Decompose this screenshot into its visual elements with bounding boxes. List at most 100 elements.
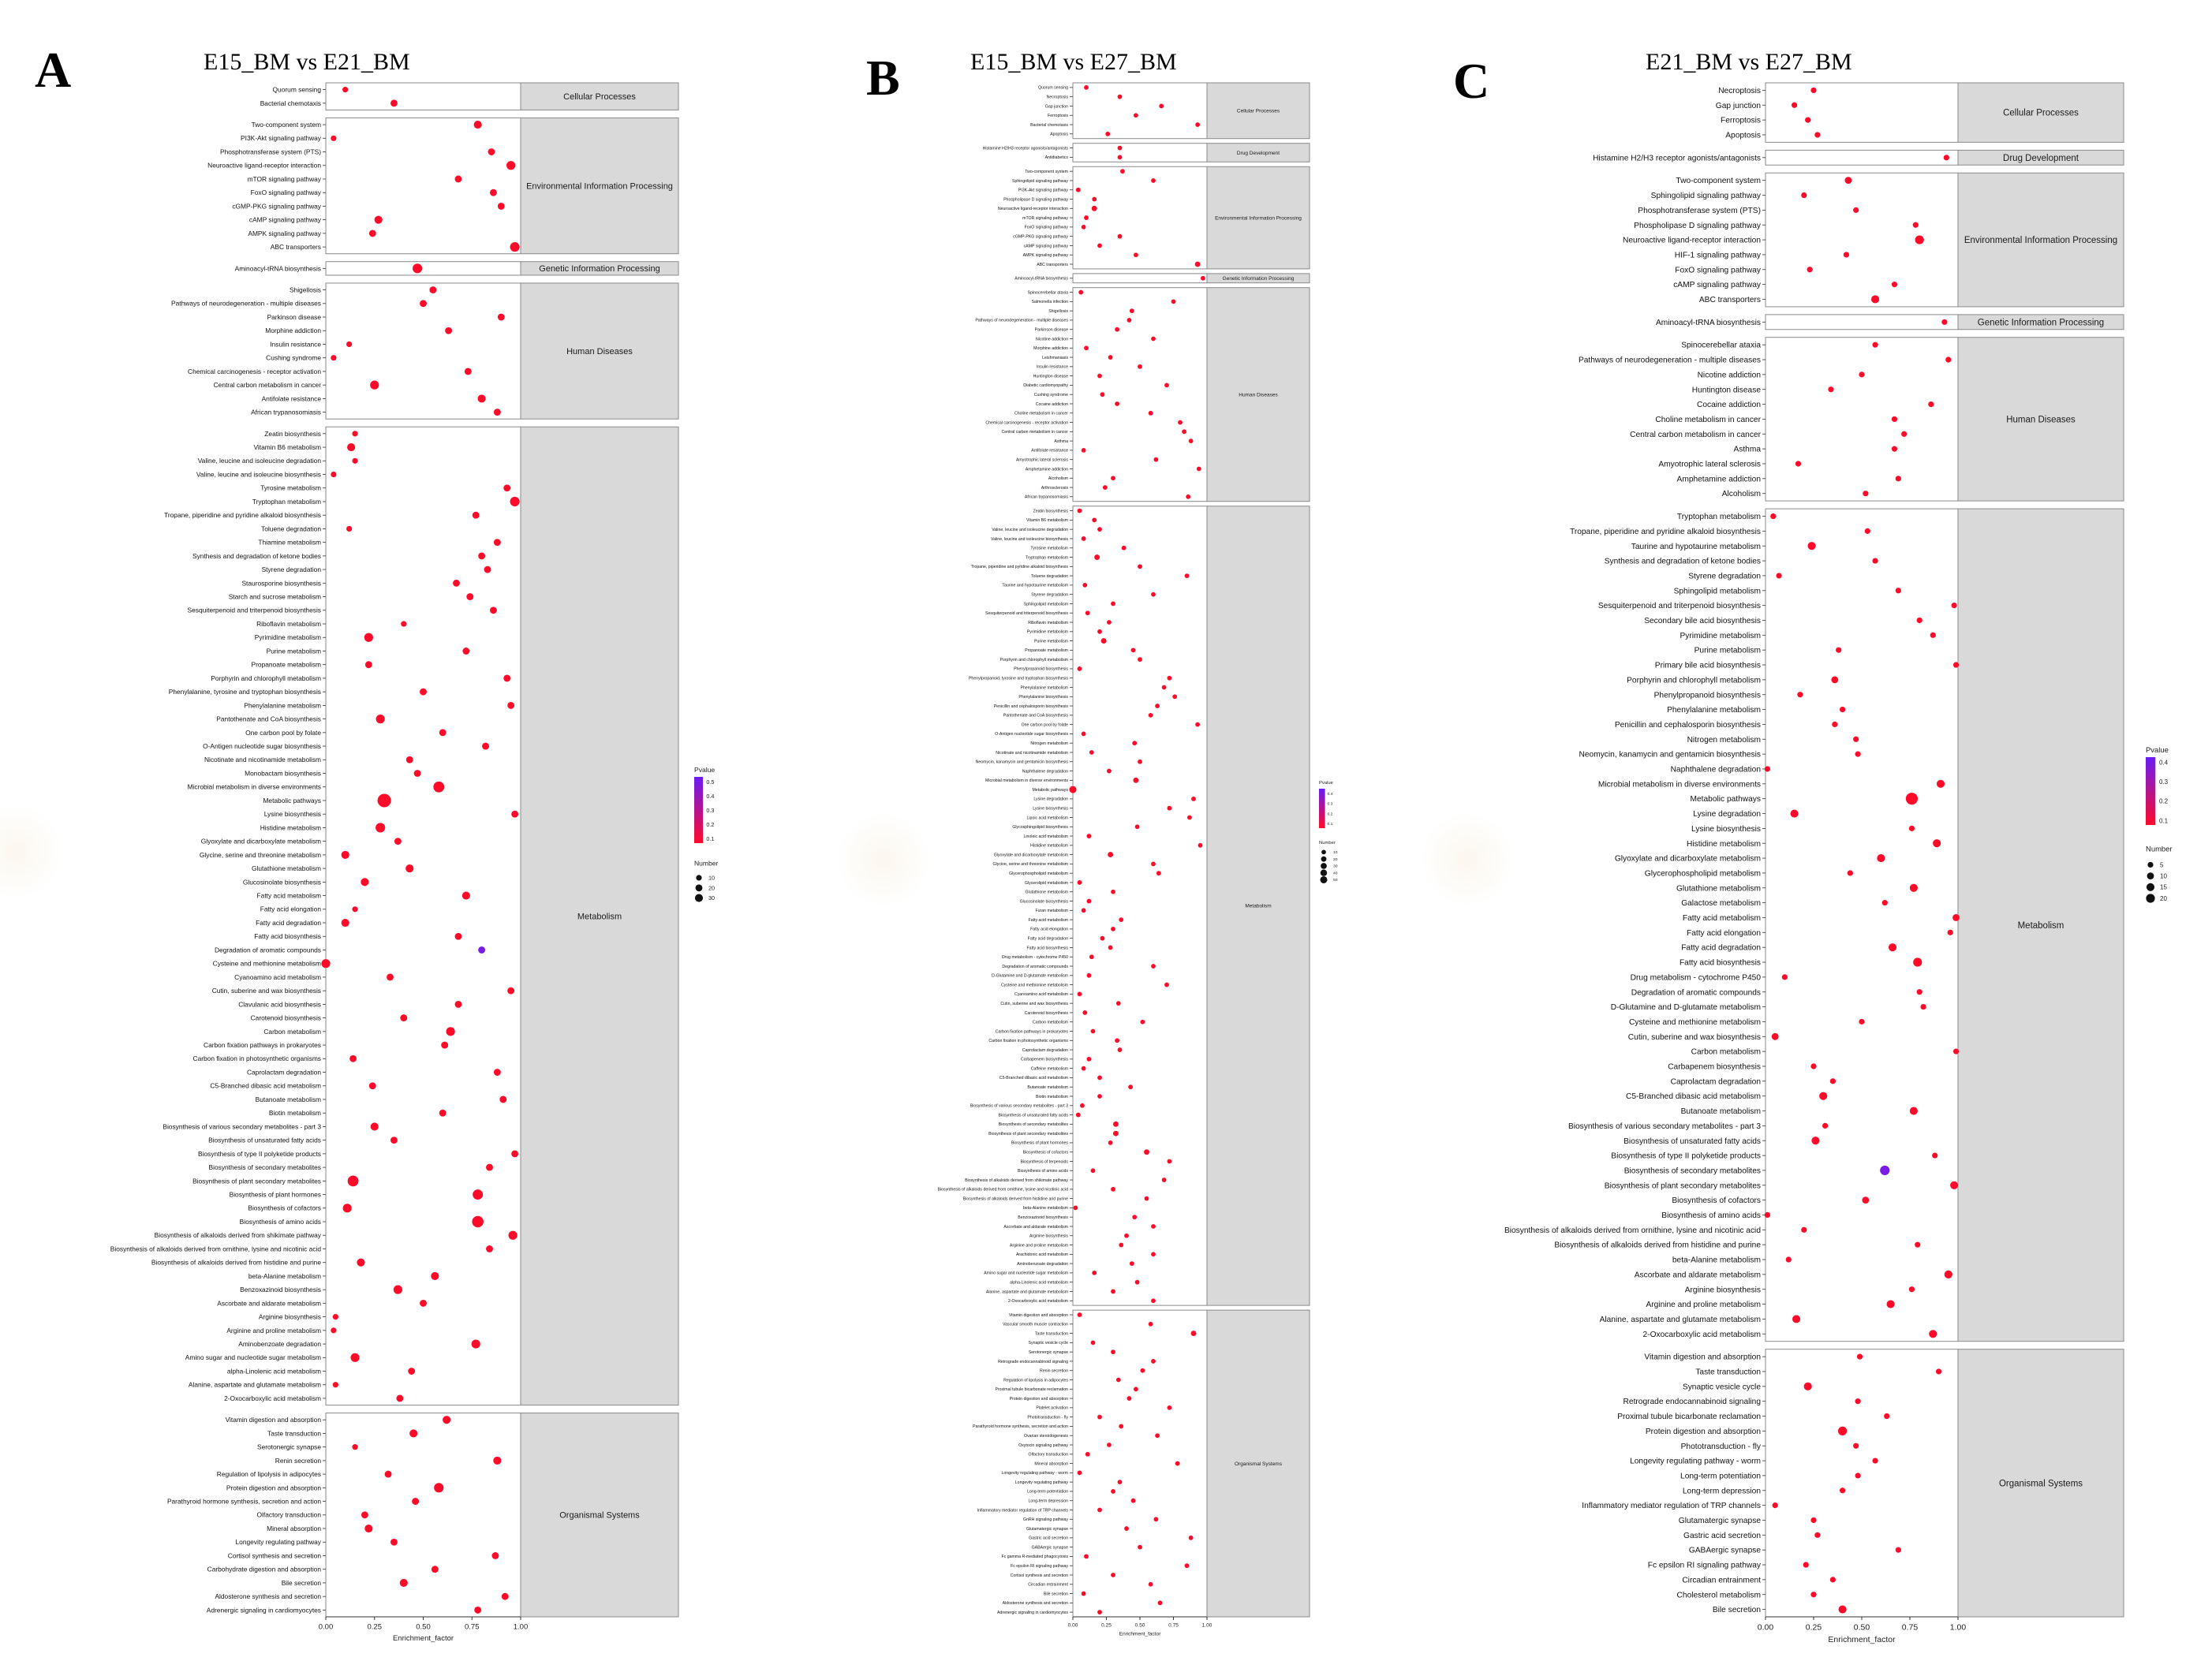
data-point [1129,308,1134,314]
term-label: Aminoacyl-tRNA biosynthesis [235,264,321,272]
term-label: Fatty acid elongation [260,905,322,913]
data-point [1128,1084,1133,1090]
data-point [1085,1451,1090,1457]
data-point [1822,1122,1829,1129]
data-point [1829,1577,1836,1583]
facet-strip-1 [520,117,679,255]
term-label: Porphyrin and chlorophyll metabolism [1627,676,1761,685]
data-point [1078,289,1084,295]
number-legend-dot [1321,856,1327,862]
term-label: Degradation of aromatic compounds [1631,988,1761,997]
panel-title-c: E21_BM vs E27_BM [1646,49,1852,75]
data-point [486,1163,493,1171]
term-label: Carotenoid biosynthesis [1025,1011,1069,1016]
pvalue-tick: 0.3 [1328,802,1333,807]
term-label: Circadian entrainment [1028,1583,1068,1588]
x-tick-label: 0.75 [1168,1623,1179,1629]
data-point [1853,1443,1859,1449]
term-label: Amyotrophic lateral sclerosis [1016,458,1068,463]
term-label: Toluene degradation [1031,574,1068,579]
term-label: Glyoxylate and dicarboxylate metabolism [201,838,321,845]
term-label: Amyotrophic lateral sclerosis [1658,461,1761,469]
term-label: beta-Alanine metabolism [1023,1206,1068,1211]
data-point [473,1189,484,1200]
term-label: Nitrogen metabolism [1687,736,1761,745]
term-label: One carbon pool by folate [245,729,321,737]
data-point [493,1069,501,1076]
data-point [1909,883,1918,892]
data-point [1132,741,1138,746]
term-label: Biosynthesis of amino acids [1661,1211,1761,1220]
data-point [1073,1205,1078,1211]
data-point [1916,617,1922,624]
data-point [1853,207,1859,213]
data-point [1134,113,1138,118]
term-label: Aldosterone synthesis and secretion [1003,1601,1068,1606]
data-point [1108,945,1113,950]
term-label: Aminoacyl-tRNA biosynthesis [1656,319,1761,327]
data-point [1877,854,1885,863]
data-point [1086,1056,1092,1062]
data-point [1161,685,1167,690]
data-point [1895,476,1901,482]
data-point [1810,87,1817,94]
x-tick-label: 1.00 [1950,1623,1967,1633]
panel-5 [1072,506,1208,1306]
term-label: Aldosterone synthesis and secretion [215,1592,321,1600]
term-label: Fatty acid elongation [1687,929,1761,938]
term-label: Huntington disease [1692,386,1762,394]
term-label: Histidine metabolism [260,823,321,831]
data-point [1814,132,1821,138]
term-label: Biosynthesis of secondary metabolites [1624,1166,1761,1175]
term-label: Phenylalanine biosynthesis [1018,695,1068,700]
data-point [429,286,437,293]
term-label: Carbohydrate digestion and absorption [207,1566,322,1573]
data-point [1891,416,1898,423]
data-point [368,1082,376,1090]
term-label: Neuroactive ligand-receptor interaction [998,207,1068,211]
data-point [477,394,486,403]
data-point [1148,410,1153,416]
term-label: Adrenergic signaling in cardiomyocytes [997,1611,1068,1615]
term-label: Serotonergic synapse [257,1443,321,1451]
data-point [1084,1554,1089,1559]
data-point [420,1299,427,1307]
term-label: Histidine metabolism [1030,844,1068,849]
panel-4 [1072,287,1208,502]
term-label: Biosynthesis of secondary metabolites [209,1163,321,1171]
term-label: Cutin, suberine and wax biosynthesis [1628,1033,1761,1042]
term-label: Carbon metabolism [1691,1048,1761,1057]
panel-3 [1765,314,1959,330]
term-label: Tropane, piperidine and pyridine alkaloi… [164,511,321,519]
data-point [1117,145,1123,151]
x-axis-title: Enrichment_factor [393,1634,454,1643]
term-label: D-Glutamine and D-glutamate metabolism [1611,1003,1761,1012]
term-label: Alanine, aspartate and glutamate metabol… [1600,1316,1761,1324]
data-point [464,368,472,375]
data-point [1115,327,1119,332]
term-label: Carbon fixation pathways in prokaryotes [204,1041,321,1049]
number-tick: 40 [1333,871,1338,875]
term-label: Purine metabolism [1694,647,1761,655]
term-label: Two-component system [252,121,321,129]
term-label: 2-Oxocarboxylic acid metabolism [224,1394,321,1402]
data-point [1901,431,1907,437]
term-label: Caprolactam degradation [1022,1048,1068,1053]
term-label: mTOR signaling pathway [1022,216,1068,221]
data-point [1080,1103,1085,1108]
panel-4 [325,426,521,1406]
data-point [1801,192,1807,199]
term-label: Neomycin, kanamycin and gentamicin biosy… [976,760,1069,765]
data-point [1108,852,1114,858]
data-point [1148,712,1153,718]
term-label: Cushing syndrome [1034,393,1068,398]
term-label: cAMP signaling pathway [1024,244,1069,248]
term-label: Carbon metabolism [1033,1021,1068,1025]
facet-strip-1 [1957,149,2124,166]
term-label: Degradation of aromatic compounds [1002,965,1068,969]
term-label: Taste transduction [1695,1368,1761,1377]
data-point [1811,1137,1820,1145]
data-point [1151,861,1156,867]
term-label: Metabolic pathways [263,797,321,804]
data-point [499,1096,507,1103]
